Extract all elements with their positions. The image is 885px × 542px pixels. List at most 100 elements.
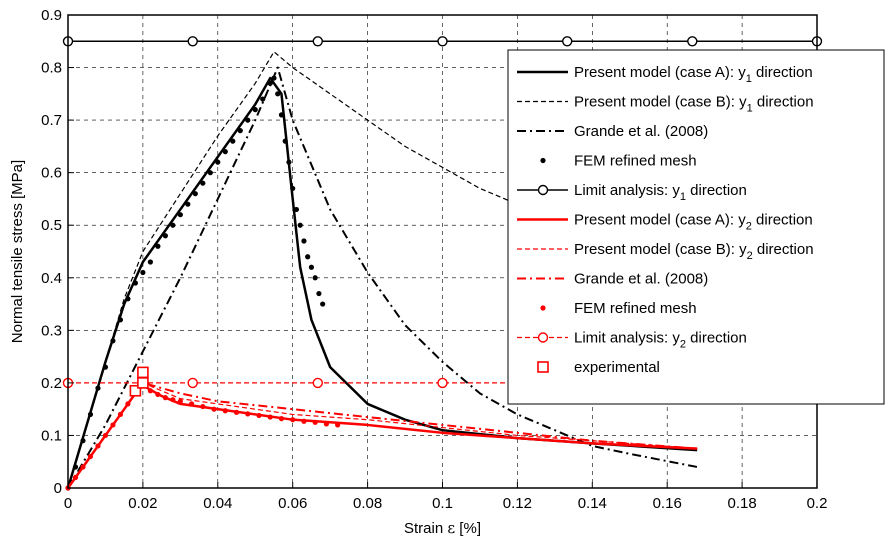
legend-item: Grande et al. (2008) (517, 271, 708, 288)
series-line (66, 384, 698, 489)
data-point (282, 138, 288, 144)
data-point (125, 401, 131, 407)
legend-label: Present model (case B): y1 direction (574, 94, 814, 115)
data-point (187, 377, 198, 389)
data-point (207, 170, 213, 176)
y-tick-label: 0.4 (41, 270, 62, 287)
data-point (275, 91, 281, 97)
x-tick-label: 0.1 (432, 495, 453, 512)
data-point (437, 377, 448, 389)
y-tick-label: 0.8 (41, 60, 62, 77)
data-point (155, 243, 161, 249)
y-tick-label: 0.2 (41, 375, 62, 392)
data-point (95, 443, 101, 449)
data-point (87, 411, 94, 418)
series-2 (67, 66, 698, 489)
legend-swatch (540, 305, 546, 311)
y-tick-label: 0.6 (41, 165, 62, 182)
x-tick-label: 0.14 (578, 495, 607, 512)
axis-ticks: 0 0.02 0.04 0.06 0.08 0.1 0.12 0.14 0.16 0.18 0.2 0… (41, 7, 827, 512)
data-point (286, 159, 292, 165)
data-point (102, 432, 109, 439)
data-point (312, 275, 318, 281)
legend-swatch-marker (537, 332, 549, 343)
data-point (110, 422, 116, 428)
y-axis-label: Normal tensile stress [MPa] (9, 160, 26, 343)
data-point (72, 474, 79, 481)
legend-swatch (540, 157, 546, 164)
legend-label: Limit analysis: y1 direction (574, 182, 747, 203)
legend-item: FEM refined mesh (540, 153, 697, 170)
data-point (278, 416, 285, 422)
data-point (147, 388, 153, 394)
x-tick-label: 0.18 (727, 495, 756, 512)
y-tick-label: 0.7 (41, 112, 62, 129)
x-tick-label: 0.12 (503, 495, 532, 512)
legend-label: Present model (case A): y2 direction (574, 212, 813, 233)
data-point (320, 301, 326, 307)
data-point (188, 401, 195, 407)
data-point (117, 411, 124, 418)
series-1 (67, 51, 593, 489)
series-line (67, 51, 593, 489)
x-axis-label-prefix: Strain (404, 520, 447, 537)
legend-label: FEM refined mesh (574, 300, 697, 317)
data-point (335, 422, 341, 428)
data-point (297, 222, 303, 228)
y-tick-label: 0.5 (41, 217, 62, 234)
x-tick-label: 0.2 (807, 495, 828, 512)
data-point (252, 107, 258, 113)
legend-label: Present model (case B): y2 direction (574, 241, 814, 262)
legend-item: Present model (case A): y2 direction (517, 212, 813, 233)
data-point (170, 397, 176, 403)
data-point (245, 117, 251, 123)
series-line (67, 381, 698, 489)
data-point (562, 36, 573, 47)
legend: Present model (case A): y1 direction Pres… (507, 49, 885, 405)
legend-swatch-marker (537, 184, 549, 196)
legend-label: FEM refined mesh (574, 153, 697, 170)
plot-series (62, 36, 823, 491)
data-point (278, 112, 285, 118)
legend-item: Grande et al. (2008) (517, 123, 708, 140)
data-point (185, 201, 191, 207)
data-point (301, 418, 307, 424)
data-point (102, 364, 109, 370)
data-point (200, 180, 206, 186)
x-tick-label: 0.02 (128, 495, 157, 512)
x-axis-label-suffix: [%] (455, 520, 481, 537)
legend-label: Grande et al. (2008) (574, 123, 708, 140)
data-point (192, 191, 198, 197)
data-point (687, 36, 698, 47)
y-tick-label: 0.3 (41, 322, 62, 339)
data-point (162, 395, 168, 401)
data-point (95, 385, 101, 391)
data-point (312, 419, 318, 425)
data-point (80, 438, 86, 444)
data-point (267, 80, 273, 86)
data-point (137, 377, 149, 389)
y-tick-label: 0.9 (41, 7, 62, 24)
x-tick-label: 0.06 (278, 495, 307, 512)
data-point (316, 290, 322, 297)
legend-item: Present model (case B): y2 direction (517, 241, 814, 262)
data-point (230, 138, 236, 144)
data-point (80, 464, 86, 470)
series-10 (129, 366, 149, 397)
data-point (155, 391, 161, 398)
data-point (170, 222, 176, 228)
data-point (137, 366, 149, 379)
data-point (233, 409, 240, 415)
data-point (147, 259, 153, 265)
legend-swatch (537, 361, 549, 373)
data-point (222, 408, 228, 414)
data-point (125, 296, 131, 302)
data-point (132, 280, 139, 286)
series-line (67, 66, 698, 489)
series-4 (62, 36, 823, 47)
data-point (200, 403, 206, 410)
data-point (110, 338, 116, 344)
legend-label: Present model (case A): y1 direction (574, 64, 813, 85)
series-3 (65, 75, 326, 491)
